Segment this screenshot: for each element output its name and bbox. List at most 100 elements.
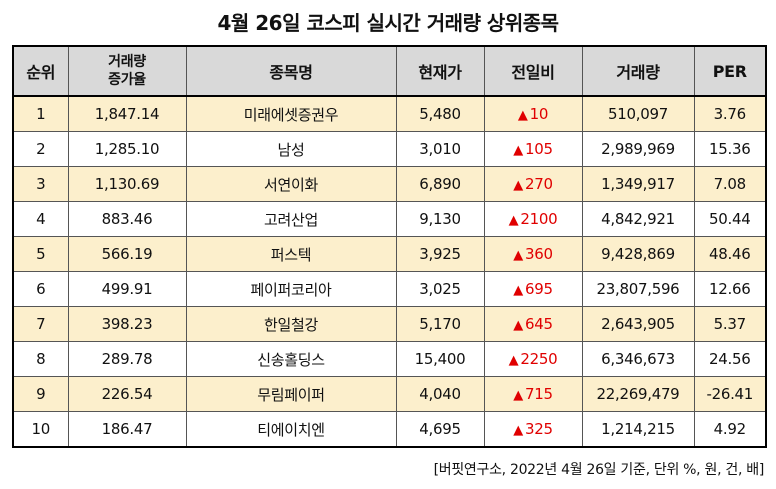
cell-volume-increase: 289.78 [67, 341, 187, 377]
change-value: 10 [529, 105, 549, 123]
cell-change: ▲ 360 [483, 236, 583, 272]
table-header-row: 순위 거래량 증가율 종목명 현재가 전일비 거래량 PER [12, 45, 767, 97]
up-triangle-icon: ▲ [508, 213, 519, 228]
table-row: 10 186.47 티에이치엔 4,695 ▲ 325 1,214,215 4.92 [12, 411, 767, 448]
change-value: 645 [524, 315, 553, 333]
cell-change: ▲ 715 [483, 376, 583, 412]
cell-volume: 6,346,673 [581, 341, 695, 377]
cell-stock-name: 신송홀딩스 [185, 341, 397, 377]
header-price: 현재가 [395, 45, 485, 97]
table-row: 7 398.23 한일철강 5,170 ▲ 645 2,643,905 5.37 [12, 306, 767, 342]
header-volume-increase-line2: 증가율 [108, 72, 146, 88]
header-change: 전일비 [483, 45, 583, 97]
cell-volume-increase: 1,285.10 [67, 131, 187, 167]
table-row: 8 289.78 신송홀딩스 15,400 ▲ 2250 6,346,673 24.56 [12, 341, 767, 377]
cell-per: 48.46 [693, 236, 767, 272]
cell-stock-name: 서연이화 [185, 166, 397, 202]
cell-volume: 510,097 [581, 95, 695, 132]
change-value: 2100 [520, 210, 558, 228]
change-value: 360 [524, 245, 553, 263]
table-row: 4 883.46 고려산업 9,130 ▲ 2100 4,842,921 50.44 [12, 201, 767, 237]
cell-volume: 4,842,921 [581, 201, 695, 237]
cell-per: 12.66 [693, 271, 767, 307]
cell-per: 4.92 [693, 411, 767, 448]
change-value: 2250 [520, 350, 558, 368]
table-row: 6 499.91 페이퍼코리아 3,025 ▲ 695 23,807,596 12.66 [12, 271, 767, 307]
cell-change: ▲ 2100 [483, 201, 583, 237]
cell-price: 4,040 [395, 376, 485, 412]
up-triangle-icon: ▲ [508, 353, 519, 368]
header-per: PER [693, 45, 767, 97]
cell-change: ▲ 695 [483, 271, 583, 307]
change-value: 270 [524, 175, 553, 193]
cell-volume: 1,214,215 [581, 411, 695, 448]
table-row: 5 566.19 퍼스텍 3,925 ▲ 360 9,428,869 48.46 [12, 236, 767, 272]
cell-volume-increase: 499.91 [67, 271, 187, 307]
cell-per: 7.08 [693, 166, 767, 202]
cell-volume-increase: 226.54 [67, 376, 187, 412]
cell-rank: 7 [12, 306, 69, 342]
stock-ranking-table: 순위 거래량 증가율 종목명 현재가 전일비 거래량 PER 1 1,847.14… [12, 45, 767, 448]
cell-stock-name: 티에이치엔 [185, 411, 397, 448]
up-triangle-icon: ▲ [513, 143, 523, 158]
cell-volume: 1,349,917 [581, 166, 695, 202]
source-note: [버핏연구소, 2022년 4월 26일 기준, 단위 %, 원, 건, 배] [433, 462, 765, 478]
cell-change: ▲ 645 [483, 306, 583, 342]
header-volume: 거래량 [581, 45, 695, 97]
cell-volume: 23,807,596 [581, 271, 695, 307]
up-triangle-icon: ▲ [513, 178, 523, 193]
cell-per: 5.37 [693, 306, 767, 342]
cell-stock-name: 미래에셋증권우 [185, 95, 397, 132]
header-name: 종목명 [185, 45, 397, 97]
table-row: 2 1,285.10 남성 3,010 ▲ 105 2,989,969 15.36 [12, 131, 767, 167]
table-row: 3 1,130.69 서연이화 6,890 ▲ 270 1,349,917 7.08 [12, 166, 767, 202]
cell-volume-increase: 1,847.14 [67, 95, 187, 132]
header-volume-increase-line1: 거래량 [108, 54, 146, 70]
up-triangle-icon: ▲ [513, 248, 523, 263]
cell-per: 50.44 [693, 201, 767, 237]
cell-rank: 9 [12, 376, 69, 412]
header-rank: 순위 [12, 45, 69, 97]
table-row: 9 226.54 무림페이퍼 4,040 ▲ 715 22,269,479 -26.41 [12, 376, 767, 412]
change-value: 715 [524, 385, 553, 403]
cell-rank: 8 [12, 341, 69, 377]
cell-volume-increase: 398.23 [67, 306, 187, 342]
cell-change: ▲ 2250 [483, 341, 583, 377]
up-triangle-icon: ▲ [513, 423, 523, 438]
cell-price: 3,025 [395, 271, 485, 307]
cell-volume: 22,269,479 [581, 376, 695, 412]
cell-rank: 2 [12, 131, 69, 167]
up-triangle-icon: ▲ [513, 283, 523, 298]
change-value: 325 [524, 420, 553, 438]
cell-rank: 6 [12, 271, 69, 307]
cell-volume: 9,428,869 [581, 236, 695, 272]
cell-price: 3,010 [395, 131, 485, 167]
cell-volume-increase: 566.19 [67, 236, 187, 272]
change-value: 695 [524, 280, 553, 298]
cell-rank: 5 [12, 236, 69, 272]
cell-stock-name: 한일철강 [185, 306, 397, 342]
cell-rank: 3 [12, 166, 69, 202]
table-row: 1 1,847.14 미래에셋증권우 5,480 ▲ 10 510,097 3.76 [12, 95, 767, 132]
cell-rank: 4 [12, 201, 69, 237]
change-value: 105 [524, 140, 553, 158]
cell-change: ▲ 10 [483, 95, 583, 132]
cell-price: 9,130 [395, 201, 485, 237]
cell-price: 5,170 [395, 306, 485, 342]
cell-per: -26.41 [693, 376, 767, 412]
cell-stock-name: 남성 [185, 131, 397, 167]
cell-stock-name: 고려산업 [185, 201, 397, 237]
cell-stock-name: 무림페이퍼 [185, 376, 397, 412]
cell-price: 4,695 [395, 411, 485, 448]
cell-volume: 2,643,905 [581, 306, 695, 342]
up-triangle-icon: ▲ [513, 318, 523, 333]
cell-stock-name: 퍼스텍 [185, 236, 397, 272]
cell-per: 3.76 [693, 95, 767, 132]
cell-price: 3,925 [395, 236, 485, 272]
cell-price: 15,400 [395, 341, 485, 377]
cell-volume-increase: 186.47 [67, 411, 187, 448]
cell-change: ▲ 105 [483, 131, 583, 167]
cell-volume: 2,989,969 [581, 131, 695, 167]
cell-price: 6,890 [395, 166, 485, 202]
cell-price: 5,480 [395, 95, 485, 132]
